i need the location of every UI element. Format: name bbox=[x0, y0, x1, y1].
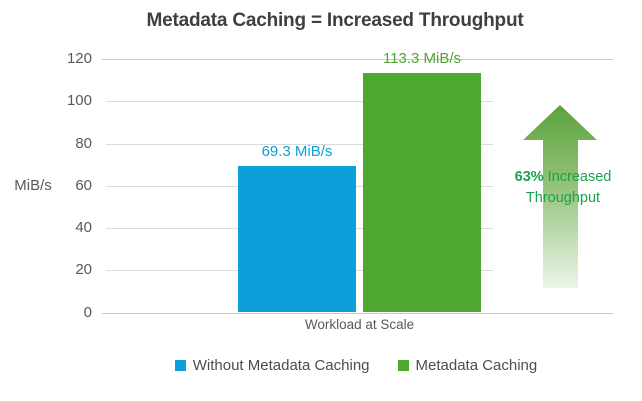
annotation-line2: Throughput bbox=[525, 190, 601, 206]
data-label-without-metadata-caching: 69.3 MiB/s bbox=[261, 143, 333, 161]
legend-label: Metadata Caching bbox=[415, 357, 538, 374]
y-tick-label-40: 40 bbox=[75, 219, 92, 236]
y-tick-label-80: 80 bbox=[75, 134, 92, 152]
y-tick-label-120: 120 bbox=[66, 50, 92, 67]
y-axis-title: MiB/s bbox=[14, 177, 52, 194]
legend-item-without-metadata-caching: Without Metadata Caching bbox=[174, 357, 370, 374]
chart-title: Metadata Caching = Increased Throughput bbox=[146, 10, 524, 31]
legend-item-metadata-caching: Metadata Caching bbox=[397, 357, 538, 374]
legend-marker-icon bbox=[174, 360, 186, 371]
legend-label: Without Metadata Caching bbox=[192, 357, 370, 374]
data-label-metadata-caching: 113.3 MiB/s bbox=[382, 50, 462, 68]
y-tick-label-0: 0 bbox=[83, 303, 92, 321]
chart-legend: Without Metadata Caching Metadata Caching bbox=[70, 357, 642, 374]
annotation-percent: 63% bbox=[514, 169, 544, 185]
y-tick-label-60: 60 bbox=[75, 176, 92, 194]
bar-metadata-caching bbox=[363, 73, 481, 313]
y-tick-label-20: 20 bbox=[75, 261, 92, 279]
y-tick-label-100: 100 bbox=[66, 92, 92, 110]
x-category-label: Workload at Scale bbox=[304, 317, 415, 332]
gridline-0 bbox=[102, 312, 613, 314]
gridline-80 bbox=[106, 143, 493, 145]
bar-without-metadata-caching bbox=[238, 166, 356, 313]
gridline-120 bbox=[102, 59, 613, 60]
increase-arrow-icon bbox=[523, 105, 597, 288]
increase-annotation: 63% Increased Throughput bbox=[496, 167, 630, 209]
gridline-100 bbox=[106, 101, 493, 103]
legend-marker-icon bbox=[397, 360, 409, 371]
annotation-line1: Increased bbox=[543, 169, 612, 185]
